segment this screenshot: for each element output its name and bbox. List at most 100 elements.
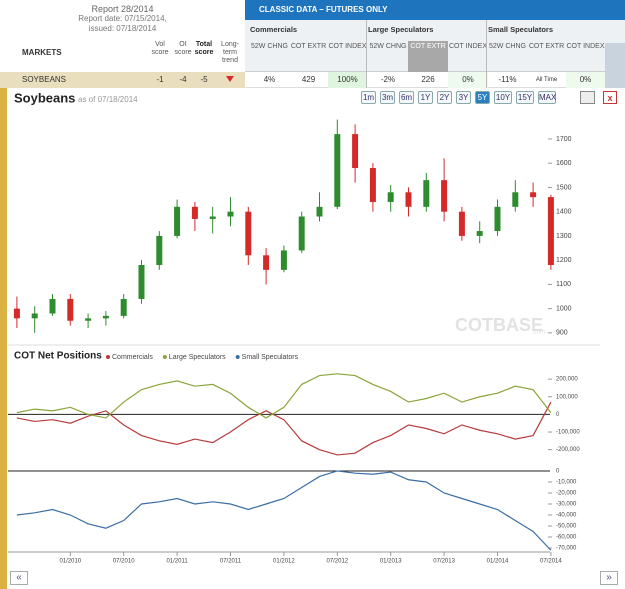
score: -1 (156, 75, 164, 84)
cell: 226 (421, 75, 435, 84)
row-left: SOYBEANS -1 -4 -5 (0, 72, 245, 88)
x-tick-label: 01/2013 (380, 559, 402, 565)
report-title: Report 28/2014 (91, 4, 154, 14)
candle-body (334, 134, 341, 207)
cot-title: COT Net Positions (14, 351, 102, 362)
range-button[interactable]: 10Y (494, 91, 512, 104)
candle-body (85, 318, 92, 321)
range-button[interactable]: 1Y (418, 91, 433, 104)
report-info: Report 28/2014 Report date: 07/15/2014, … (0, 0, 245, 40)
y-tick-label: 1100 (556, 281, 571, 288)
candle-body (423, 180, 430, 207)
y-tick-label: -30,000 (556, 502, 577, 508)
candle-body (13, 308, 20, 319)
col-header: Vol score (151, 41, 169, 56)
range-button[interactable]: MAX (538, 91, 557, 104)
col-header: Total score (194, 41, 214, 56)
y-tick-label: 0 (556, 469, 560, 475)
candle-body (298, 216, 305, 251)
series-line (16, 470, 552, 551)
price-subtitle: as of 07/18/2014 (78, 95, 138, 104)
range-button[interactable]: 15Y (516, 91, 534, 104)
watermark: COTBASE (455, 315, 543, 335)
range-button[interactable]: 2Y (437, 91, 452, 104)
y-tick-label: -50,000 (556, 524, 577, 530)
col-header: COT EXTR (408, 41, 448, 72)
y-tick-label: 1000 (556, 305, 572, 312)
col-header: Long-term trend (221, 41, 239, 64)
legend-marker (106, 355, 110, 359)
candle-body (209, 216, 216, 219)
cell: All Time (535, 77, 558, 83)
range-button[interactable]: 1m (361, 91, 376, 104)
side-bar (0, 74, 7, 589)
x-tick-label: 07/2013 (433, 559, 455, 565)
candle-body (441, 180, 448, 212)
next-button[interactable]: » (600, 571, 618, 585)
price-title: Soybeans (14, 90, 75, 105)
cell: -2% (380, 75, 396, 84)
candle-body (120, 298, 127, 316)
cell: 100% (328, 72, 367, 88)
score: -5 (200, 75, 208, 84)
x-tick-label: 01/2012 (273, 559, 295, 565)
banner: CLASSIC DATA – FUTURES ONLY (245, 0, 625, 20)
y-tick-label: -60,000 (556, 535, 577, 541)
range-button[interactable]: 6m (399, 91, 414, 104)
scroll[interactable] (605, 43, 625, 88)
cell: -11% (498, 75, 517, 84)
close-button[interactable]: x (603, 91, 617, 104)
col-header: 52W CHNG (489, 43, 526, 50)
x-tick-label: 07/2014 (540, 559, 562, 565)
x-tick-label: 01/2011 (166, 559, 188, 565)
y-tick-label: -100,000 (556, 430, 580, 436)
candle-body (227, 211, 234, 217)
y-tick-label: 1700 (556, 136, 572, 143)
y-tick-label: 100,000 (556, 394, 578, 400)
candle-body (494, 206, 501, 232)
candle-body (49, 298, 56, 314)
col-header: COT INDEX (566, 43, 605, 50)
col-header: OI score (174, 41, 192, 56)
market-name[interactable]: SOYBEANS (22, 75, 67, 84)
series-line (16, 401, 552, 456)
watermark-suffix: .com (532, 330, 545, 336)
group-sep (366, 20, 367, 88)
col-header: 52W CHNG (251, 43, 288, 50)
candle-body (31, 313, 38, 319)
y-tick-label: 1400 (556, 209, 572, 216)
x-tick-label: 07/2012 (326, 559, 348, 565)
group-header: Commercials (250, 25, 298, 34)
candle-body (263, 255, 270, 270)
candle-body (316, 206, 323, 217)
y-tick-label: 1300 (556, 233, 572, 240)
candle-body (245, 211, 252, 256)
y-tick-label: -200,000 (556, 447, 580, 453)
candle-body (369, 168, 376, 202)
score: -4 (179, 75, 187, 84)
range-button[interactable]: 3Y (456, 91, 471, 104)
candle-body (405, 192, 412, 207)
banner-text: CLASSIC DATA – FUTURES ONLY (259, 5, 388, 14)
x-tick-label: 01/2014 (487, 559, 509, 565)
legend-label: Large Speculators (169, 354, 226, 361)
legend-label: Commercials (112, 354, 153, 361)
candle-body (138, 265, 145, 299)
range-button[interactable]: 3m (380, 91, 395, 104)
print-button[interactable] (580, 91, 595, 104)
y-tick-label: 1200 (556, 257, 572, 264)
range-button[interactable]: 5Y (475, 91, 490, 104)
col-header: COT EXTR (528, 43, 565, 50)
y-tick-label: -10,000 (556, 480, 577, 486)
trend-arrow (226, 76, 234, 82)
candle-body (458, 211, 465, 236)
prev-button[interactable]: « (10, 571, 28, 585)
y-tick-label: 1600 (556, 160, 572, 167)
candle-body (156, 235, 163, 265)
group-header: Large Speculators (368, 25, 434, 34)
y-tick-label: -20,000 (556, 491, 577, 497)
report-date: Report date: 07/15/2014, (78, 14, 167, 23)
candle-body (476, 231, 483, 236)
